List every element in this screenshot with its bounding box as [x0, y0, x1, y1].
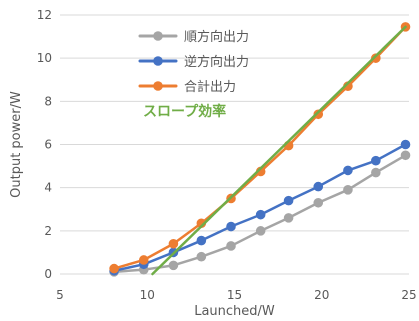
series-point-1 — [313, 181, 324, 192]
series-point-0 — [313, 197, 324, 208]
series-point-1 — [196, 235, 207, 246]
series-point-1 — [400, 139, 411, 150]
y-tick-label: 6 — [44, 138, 52, 152]
x-axis-title: Launched/W — [194, 304, 275, 319]
series-point-0 — [400, 150, 411, 161]
series-point-0 — [255, 226, 266, 236]
grid-layer — [60, 14, 409, 275]
y-tick-label: 2 — [44, 224, 52, 238]
y-tick-label: 0 — [44, 267, 52, 281]
x-tick-label: 5 — [56, 288, 64, 302]
slope-efficiency-label: スロープ効率 — [143, 103, 226, 120]
series-point-0 — [371, 167, 381, 178]
series-point-1 — [371, 155, 381, 166]
y-tick-label: 4 — [44, 181, 52, 195]
legend-marker-2 — [153, 81, 163, 91]
series-point-0 — [343, 185, 353, 195]
legend-marker-0 — [153, 31, 163, 41]
series-point-1 — [343, 165, 353, 176]
series-point-0 — [283, 213, 294, 223]
x-tick-label: 20 — [314, 288, 329, 302]
series-point-0 — [226, 241, 236, 251]
y-tick-label: 8 — [44, 94, 52, 108]
series-point-1 — [255, 209, 266, 220]
y-tick-label: 12 — [37, 8, 52, 22]
y-axis-title: Output power/W — [9, 91, 24, 198]
series-point-1 — [283, 195, 294, 206]
legend-label-0: 順方向出力 — [184, 29, 249, 45]
series-point-2 — [138, 255, 149, 265]
series-point-2 — [313, 109, 324, 120]
y-tick-label: 10 — [37, 51, 52, 65]
axis-layer: 0 2 4 6 8 10 12 5 10 15 20 25 — [37, 8, 417, 302]
x-tick-label: 25 — [401, 288, 416, 302]
series-point-2 — [371, 53, 381, 63]
series-point-2 — [109, 263, 119, 274]
x-tick-label: 10 — [140, 288, 155, 302]
series-point-1 — [226, 221, 236, 232]
slope-efficiency-line — [151, 25, 407, 276]
x-tick-label: 15 — [227, 288, 242, 302]
legend-marker-1 — [153, 56, 163, 66]
series-layer — [109, 22, 411, 277]
series-point-0 — [168, 260, 179, 271]
annotation-layer: スロープ効率 — [143, 25, 407, 276]
series-point-2 — [168, 238, 179, 249]
series-point-0 — [196, 251, 207, 262]
legend-label-1: 逆方向出力 — [184, 54, 249, 70]
legend-label-2: 合計出力 — [184, 79, 236, 95]
